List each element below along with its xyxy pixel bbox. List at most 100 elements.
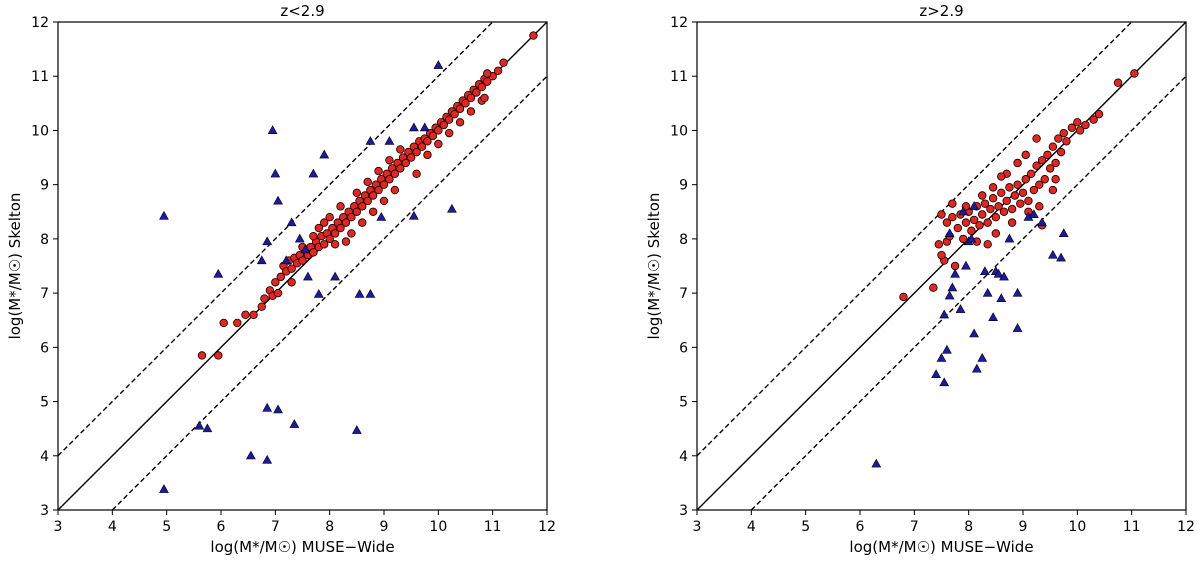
data-point-circle xyxy=(390,185,400,195)
data-point-triangle xyxy=(958,206,969,216)
data-point-circle xyxy=(298,256,307,265)
panel-left: 3 4 5 6 7 8 9 10 11 12 3 4 5 6 7 8 9 10 11 12 z<2.9 log(M*/M☉… xyxy=(6,2,556,556)
data-point-circle xyxy=(1032,134,1041,143)
data-point-circle xyxy=(953,223,962,233)
data-point-triangle xyxy=(447,203,457,213)
data-point-triangle xyxy=(409,122,419,132)
x-tick-label: 11 xyxy=(484,519,502,535)
data-point-circle xyxy=(477,82,486,92)
data-point-circle xyxy=(483,77,492,86)
data-point-triangle xyxy=(944,228,955,237)
data-point-circle xyxy=(271,278,280,287)
data-point-circle xyxy=(434,126,443,135)
data-point-circle xyxy=(320,218,329,227)
y-tick-label: 9 xyxy=(679,178,688,194)
data-point-triangle xyxy=(384,136,395,145)
y-tick-label: 3 xyxy=(40,503,49,519)
data-point-circle xyxy=(439,120,448,130)
data-point-circle xyxy=(1007,218,1017,227)
data-point-circle xyxy=(1018,188,1028,197)
data-point-circle xyxy=(260,294,269,303)
data-point-circle xyxy=(937,250,946,260)
data-point-circle xyxy=(368,207,378,216)
data-point-circle xyxy=(358,218,367,227)
data-point-circle xyxy=(978,210,987,219)
data-point-triangle xyxy=(308,168,319,178)
data-point-circle xyxy=(1016,199,1025,208)
data-point-triangle xyxy=(313,288,324,298)
axes-frame xyxy=(696,21,1187,511)
data-point-triangle xyxy=(969,328,979,338)
chart-title: z>2.9 xyxy=(919,2,963,20)
data-point-circle xyxy=(466,93,476,103)
one-to-one-line xyxy=(697,22,1186,510)
data-point-triangle xyxy=(159,210,169,220)
data-point-circle xyxy=(241,310,250,319)
data-point-circle xyxy=(320,240,329,249)
data-point-circle xyxy=(1043,150,1052,160)
data-point-triangle xyxy=(944,290,955,300)
data-point-circle xyxy=(959,234,968,244)
data-point-circle xyxy=(325,234,334,244)
data-point-circle xyxy=(983,218,992,227)
data-point-circle xyxy=(461,99,470,108)
data-point-triangle xyxy=(351,425,362,434)
data-point-circle xyxy=(483,69,492,78)
data-point-circle xyxy=(347,212,356,222)
data-point-triangle xyxy=(319,149,330,159)
data-point-circle xyxy=(396,145,405,154)
data-point-circle xyxy=(1021,150,1030,160)
data-point-triangle xyxy=(1058,228,1069,237)
data-point-triangle xyxy=(999,271,1009,281)
y-tick-label: 11 xyxy=(670,69,688,85)
axes-frame xyxy=(57,21,548,511)
y-tick-label: 8 xyxy=(679,232,688,248)
data-point-circle xyxy=(983,240,992,249)
data-point-triangle xyxy=(300,244,311,254)
data-point-circle xyxy=(1026,169,1036,179)
data-point-circle xyxy=(412,147,421,157)
data-point-circle xyxy=(1035,202,1044,211)
x-tick-label: 12 xyxy=(538,519,556,535)
data-point-triangle xyxy=(273,195,283,205)
data-point-triangle xyxy=(871,458,882,468)
data-point-circle xyxy=(991,229,1001,238)
data-point-triangle xyxy=(194,420,205,430)
data-point-circle xyxy=(1094,109,1104,119)
x-tick-label: 6 xyxy=(856,519,865,535)
data-point-circle xyxy=(988,183,998,192)
data-point-circle xyxy=(396,164,405,173)
data-point-triangle xyxy=(246,450,256,460)
data-point-circle xyxy=(374,166,383,176)
data-point-circle xyxy=(991,212,1001,222)
y-tick-label: 12 xyxy=(31,15,49,31)
data-point-triangle xyxy=(1028,209,1039,219)
data-point-circle xyxy=(1010,191,1020,200)
y-tick-label: 12 xyxy=(670,15,688,31)
data-point-circle xyxy=(390,169,400,179)
data-point-circle xyxy=(233,318,242,328)
x-axis-label: log(M*/M☉) MUSE−Wide xyxy=(849,538,1033,556)
data-point-triangle xyxy=(294,233,305,243)
data-point-circle xyxy=(309,231,318,241)
data-point-circle xyxy=(1067,123,1077,132)
data-point-circle xyxy=(423,150,432,160)
data-point-circle xyxy=(948,212,957,222)
data-point-circle xyxy=(1007,204,1017,214)
data-point-circle xyxy=(997,172,1006,181)
data-point-triangle xyxy=(262,402,273,412)
data-point-circle xyxy=(1051,175,1060,184)
data-point-triangle xyxy=(939,309,950,319)
data-point-triangle xyxy=(942,344,952,354)
x-tick-label: 3 xyxy=(693,519,702,535)
data-point-circle xyxy=(1113,78,1123,87)
data-point-circle xyxy=(980,199,990,208)
x-tick-label: 8 xyxy=(964,519,973,535)
data-point-triangle xyxy=(1012,323,1023,332)
y-axis-label: log(M*/M☉) Skelton xyxy=(6,193,24,340)
x-tick-label: 9 xyxy=(380,519,389,535)
data-point-circle xyxy=(1029,185,1039,195)
data-point-triangle xyxy=(262,236,273,246)
data-point-circle xyxy=(363,177,372,187)
